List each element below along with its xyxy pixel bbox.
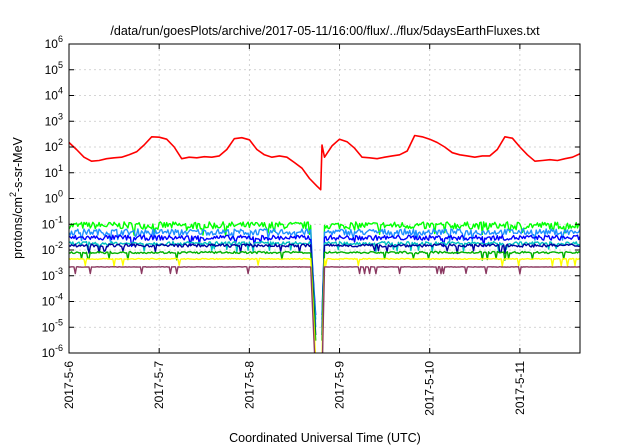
y-tick-exponent: -2 — [55, 240, 63, 250]
y-axis-label-sup: 2 — [8, 192, 18, 197]
y-tick-base: 10 — [45, 114, 59, 128]
y-tick-base: 10 — [42, 269, 56, 283]
y-tick-label: 103 — [45, 111, 63, 128]
y-axis-label-suffix: -s-sr-MeV — [11, 136, 25, 192]
x-tick-label: 2017-5-6 — [62, 361, 76, 409]
y-tick-exponent: 6 — [58, 34, 63, 44]
y-tick-exponent: 0 — [58, 189, 63, 199]
x-tick-label: 2017-5-7 — [152, 361, 166, 409]
y-tick-base: 10 — [45, 37, 59, 51]
y-tick-exponent: -6 — [55, 343, 63, 353]
y-tick-label: 102 — [45, 137, 63, 154]
y-tick-exponent: -5 — [55, 317, 63, 327]
y-tick-exponent: 5 — [58, 60, 63, 70]
grid — [68, 43, 580, 354]
y-tick-label: 10-2 — [42, 240, 63, 257]
series-line-0 — [69, 134, 580, 191]
y-tick-base: 10 — [45, 140, 59, 154]
y-tick-exponent: -4 — [55, 292, 63, 302]
y-tick-label: 101 — [45, 163, 63, 180]
y-tick-label: 100 — [45, 189, 63, 206]
y-axis-label: protons/cm2-s-sr-MeV — [8, 136, 25, 258]
y-tick-label: 10-1 — [42, 214, 63, 231]
y-tick-base: 10 — [42, 295, 56, 309]
y-tick-label: 10-5 — [42, 317, 63, 334]
x-tick-label: 2017-5-8 — [242, 361, 256, 409]
y-tick-base: 10 — [42, 320, 56, 334]
y-axis-ticks: 10-610-510-410-310-210-11001011021031041… — [42, 34, 580, 360]
series-line-5 — [69, 243, 580, 336]
y-tick-base: 10 — [45, 63, 59, 77]
y-tick-exponent: 1 — [58, 163, 63, 173]
chart-title: /data/run/goesPlots/archive/2017-05-11/1… — [110, 24, 540, 38]
x-axis-ticks: 2017-5-6 2017-5-7 2017-5-8 2017-5-9 2017-5-1… — [62, 44, 527, 416]
series-line-1 — [69, 221, 580, 353]
y-tick-label: 10-6 — [42, 343, 63, 360]
y-tick-base: 10 — [42, 243, 56, 257]
y-tick-base: 10 — [45, 89, 59, 103]
y-tick-label: 106 — [45, 34, 63, 51]
y-tick-label: 10-3 — [42, 266, 63, 283]
x-tick-label: 2017-5-11 — [513, 361, 527, 415]
y-tick-label: 10-4 — [42, 292, 63, 309]
y-tick-label: 104 — [45, 86, 63, 103]
series-line-6 — [69, 250, 580, 341]
y-tick-label: 105 — [45, 60, 63, 77]
x-tick-label: 2017-5-10 — [423, 361, 437, 416]
y-tick-exponent: 2 — [58, 137, 63, 147]
x-axis-label: Coordinated Universal Time (UTC) — [229, 431, 421, 445]
y-tick-base: 10 — [42, 217, 56, 231]
y-tick-base: 10 — [42, 346, 56, 360]
series-line-8 — [69, 266, 580, 353]
series-line-7 — [69, 257, 580, 353]
y-axis-label-prefix: protons/cm — [11, 197, 25, 259]
y-tick-base: 10 — [45, 192, 59, 206]
x-tick-label: 2017-5-9 — [333, 361, 347, 409]
y-tick-exponent: -3 — [55, 266, 63, 276]
series-layer — [69, 134, 580, 353]
y-tick-exponent: -1 — [55, 214, 63, 224]
y-tick-base: 10 — [45, 166, 59, 180]
y-tick-exponent: 3 — [58, 111, 63, 121]
y-tick-exponent: 4 — [58, 86, 63, 96]
